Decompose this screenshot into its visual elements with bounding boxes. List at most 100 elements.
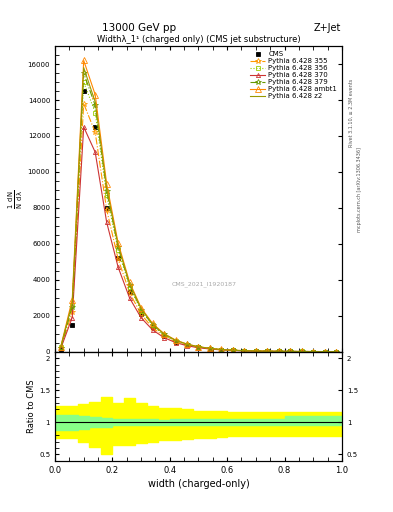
Pythia 6.428 355 (231, 347, 235, 353)
Pythia 6.428 355 (265, 348, 270, 354)
Pythia 6.428 ambt1 (311, 349, 316, 355)
Pythia 6.428 355 (116, 256, 121, 262)
Pythia 6.428 356 (299, 349, 304, 355)
Pythia 6.428 356 (150, 323, 155, 329)
Pythia 6.428 ambt1 (81, 57, 86, 63)
Pythia 6.428 370 (299, 349, 304, 355)
Text: Z+Jet: Z+Jet (314, 23, 341, 33)
Pythia 6.428 ambt1 (219, 347, 224, 353)
Pythia 6.428 ambt1 (150, 321, 155, 327)
Pythia 6.428 379 (116, 244, 121, 250)
Pythia 6.428 ambt1 (322, 349, 327, 355)
Pythia 6.428 379 (104, 188, 109, 194)
CMS (219, 347, 224, 353)
Pythia 6.428 356 (185, 342, 189, 348)
Pythia 6.428 370 (219, 347, 224, 353)
Y-axis label: $\mathregular{\frac{1}{N}\,\frac{dN}{d\lambda}}$: $\mathregular{\frac{1}{N}\,\frac{dN}{d\l… (7, 189, 25, 208)
CMS (104, 205, 109, 211)
Pythia 6.428 ambt1 (288, 348, 293, 354)
Pythia 6.428 356 (288, 348, 293, 354)
Pythia 6.428 ambt1 (127, 279, 132, 285)
CMS (59, 346, 63, 352)
Text: Rivet 3.1.10, ≥ 2.3M events: Rivet 3.1.10, ≥ 2.3M events (349, 78, 354, 147)
Pythia 6.428 356 (242, 348, 247, 354)
Pythia 6.428 355 (322, 349, 327, 355)
Pythia 6.428 ambt1 (231, 347, 235, 353)
Pythia 6.428 355 (81, 100, 86, 106)
Pythia 6.428 379 (265, 348, 270, 354)
Pythia 6.428 370 (253, 348, 258, 354)
Pythia 6.428 z2 (139, 306, 143, 312)
CMS (265, 348, 270, 354)
CMS (116, 255, 121, 261)
Text: CMS_2021_I1920187: CMS_2021_I1920187 (172, 282, 237, 287)
Pythia 6.428 356 (265, 348, 270, 354)
Pythia 6.428 z2 (185, 341, 189, 347)
CMS (253, 348, 258, 354)
Pythia 6.428 370 (139, 314, 143, 321)
X-axis label: width (charged-only): width (charged-only) (148, 479, 249, 489)
Pythia 6.428 379 (242, 348, 247, 354)
Pythia 6.428 356 (311, 349, 316, 355)
Pythia 6.428 z2 (334, 349, 338, 355)
Pythia 6.428 379 (208, 346, 212, 352)
Pythia 6.428 379 (162, 331, 166, 337)
Pythia 6.428 379 (93, 102, 97, 109)
Pythia 6.428 ambt1 (93, 92, 97, 98)
Pythia 6.428 355 (93, 130, 97, 136)
Pythia 6.428 356 (104, 192, 109, 198)
Pythia 6.428 370 (276, 348, 281, 354)
Pythia 6.428 z2 (104, 185, 109, 191)
CMS (93, 124, 97, 130)
Pythia 6.428 z2 (311, 349, 316, 355)
Pythia 6.428 355 (70, 309, 75, 315)
Line: Pythia 6.428 370: Pythia 6.428 370 (59, 125, 338, 354)
Text: mcplots.cern.ch [arXiv:1306.3436]: mcplots.cern.ch [arXiv:1306.3436] (357, 147, 362, 232)
Pythia 6.428 370 (185, 343, 189, 349)
Pythia 6.428 z2 (173, 337, 178, 344)
Pythia 6.428 379 (173, 337, 178, 344)
Pythia 6.428 356 (208, 346, 212, 352)
Pythia 6.428 355 (185, 342, 189, 348)
Pythia 6.428 ambt1 (253, 348, 258, 354)
Pythia 6.428 356 (59, 344, 63, 350)
Pythia 6.428 356 (231, 347, 235, 353)
Pythia 6.428 379 (70, 304, 75, 310)
Pythia 6.428 379 (322, 349, 327, 355)
Y-axis label: Ratio to CMS: Ratio to CMS (27, 379, 36, 433)
Pythia 6.428 355 (219, 347, 224, 353)
Pythia 6.428 ambt1 (59, 344, 63, 350)
Legend: CMS, Pythia 6.428 355, Pythia 6.428 356, Pythia 6.428 370, Pythia 6.428 379, Pyt: CMS, Pythia 6.428 355, Pythia 6.428 356,… (249, 50, 338, 100)
Pythia 6.428 379 (150, 322, 155, 328)
Pythia 6.428 355 (311, 349, 316, 355)
Pythia 6.428 z2 (288, 348, 293, 354)
Pythia 6.428 370 (162, 334, 166, 340)
Pythia 6.428 355 (162, 333, 166, 339)
Pythia 6.428 379 (299, 349, 304, 355)
Pythia 6.428 z2 (322, 349, 327, 355)
Pythia 6.428 355 (334, 349, 338, 355)
Pythia 6.428 z2 (196, 344, 201, 350)
Pythia 6.428 z2 (127, 281, 132, 287)
Pythia 6.428 356 (334, 349, 338, 355)
Pythia 6.428 379 (253, 348, 258, 354)
Pythia 6.428 355 (208, 346, 212, 352)
Pythia 6.428 355 (276, 348, 281, 354)
Pythia 6.428 370 (231, 348, 235, 354)
Pythia 6.428 z2 (242, 348, 247, 354)
Pythia 6.428 355 (299, 349, 304, 355)
Pythia 6.428 356 (322, 349, 327, 355)
Pythia 6.428 356 (70, 302, 75, 308)
Pythia 6.428 379 (311, 349, 316, 355)
CMS (322, 349, 327, 355)
Pythia 6.428 356 (93, 110, 97, 116)
Pythia 6.428 370 (104, 219, 109, 225)
CMS (196, 344, 201, 350)
Pythia 6.428 z2 (93, 99, 97, 105)
Pythia 6.428 z2 (70, 300, 75, 306)
Pythia 6.428 ambt1 (196, 344, 201, 350)
Pythia 6.428 ambt1 (242, 348, 247, 354)
CMS (311, 349, 316, 355)
Pythia 6.428 ambt1 (173, 337, 178, 343)
Pythia 6.428 370 (265, 348, 270, 354)
